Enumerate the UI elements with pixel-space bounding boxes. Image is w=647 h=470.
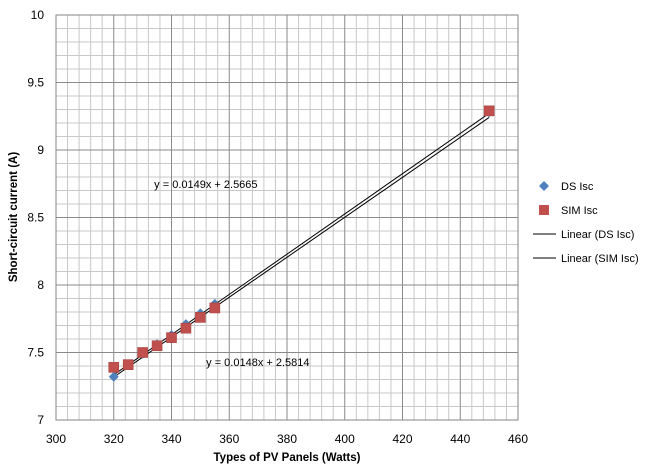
sim-isc-point [483, 105, 495, 117]
x-tick-label: 380 [277, 432, 297, 446]
x-tick-label: 300 [46, 432, 66, 446]
legend-label: Linear (SIM Isc) [561, 253, 639, 265]
x-tick-label: 340 [161, 432, 181, 446]
x-tick-label: 360 [219, 432, 239, 446]
trendline [113, 112, 490, 376]
legend-square-marker [539, 205, 549, 215]
x-tick-label: 420 [392, 432, 412, 446]
x-axis-ticks: 300 320 340 360 380 400 420 440 460 [46, 432, 528, 446]
data-points [108, 105, 495, 382]
y-tick-label: 7 [37, 413, 44, 427]
legend-label: Linear (DS Isc) [561, 229, 634, 241]
y-tick-label: 9.5 [27, 76, 44, 90]
x-tick-label: 320 [104, 432, 124, 446]
y-axis-ticks: 7 7.5 8 8.5 9 9.5 10 [27, 8, 44, 427]
sim-isc-point [209, 302, 221, 314]
legend-diamond-marker [539, 181, 549, 191]
y-tick-label: 8 [37, 278, 44, 292]
x-tick-label: 440 [450, 432, 470, 446]
sim-isc-point [108, 362, 120, 373]
equation-label: y = 0.0148x + 2.5814 [206, 357, 309, 369]
y-tick-label: 7.5 [27, 346, 44, 360]
legend: DS Isc SIM Isc Linear (DS Isc) Linear (SIM … [533, 181, 639, 265]
sim-isc-point [195, 312, 206, 323]
ds-isc-point [108, 371, 119, 382]
sim-isc-point [137, 347, 148, 358]
y-tick-label: 10 [31, 8, 45, 22]
x-tick-label: 400 [335, 432, 355, 446]
legend-label: SIM Isc [561, 205, 598, 217]
y-axis-title: Short-circuit current (A) [8, 152, 20, 283]
sim-isc-point [151, 340, 163, 352]
legend-label: DS Isc [561, 181, 594, 193]
x-tick-label: 460 [508, 432, 528, 446]
sim-isc-point [122, 359, 134, 370]
x-axis-title: Types of PV Panels (Watts) [214, 452, 361, 464]
plot-area-border [55, 14, 519, 421]
sim-isc-point [166, 332, 177, 343]
y-tick-label: 8.5 [27, 211, 44, 225]
y-tick-label: 9 [37, 143, 44, 157]
sim-isc-point [180, 322, 192, 334]
trendline-equations: y = 0.0149x + 2.5665 y = 0.0148x + 2.5814 [154, 179, 309, 369]
equation-label: y = 0.0149x + 2.5665 [154, 179, 257, 191]
